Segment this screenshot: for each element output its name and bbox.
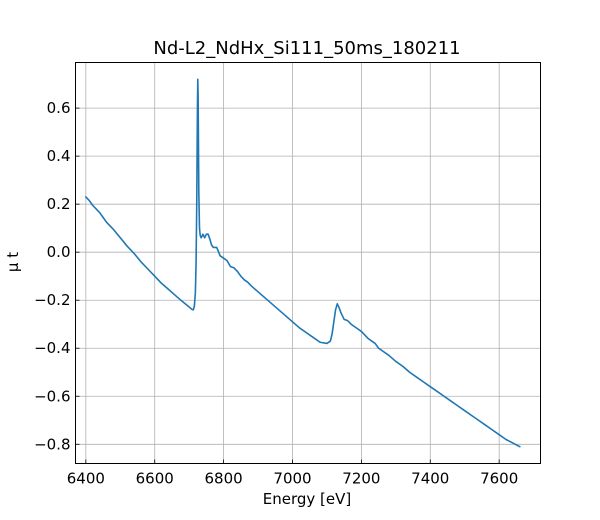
x-tick-label: 6400 [67, 470, 105, 488]
axis-ticks: 6400 6600 6800 7000 7200 7400 7600 −0.8 −0.6 −0.4… [34, 99, 518, 487]
y-tick-label: 0.0 [47, 243, 71, 261]
x-axis-title: Energy [eV] [263, 490, 351, 508]
y-tick-label: −0.2 [34, 291, 70, 309]
x-tick-label: 7200 [342, 470, 380, 488]
y-tick-label: 0.2 [47, 195, 71, 213]
y-tick-label: 0.6 [47, 99, 71, 117]
x-tick-label: 6800 [205, 470, 243, 488]
x-tick-label: 7000 [273, 470, 311, 488]
x-tick-label: 6600 [136, 470, 174, 488]
y-tick-label: −0.6 [34, 387, 70, 405]
x-tick-label: 7400 [411, 470, 449, 488]
y-axis-title: μ t [4, 252, 22, 272]
grid [75, 62, 541, 464]
series-layer [85, 78, 521, 448]
y-tick-label: −0.4 [34, 339, 70, 357]
plot-frame [75, 62, 541, 464]
y-tick-label: −0.8 [34, 435, 70, 453]
chart-title: Nd-L2_NdHx_Si111_50ms_180211 [153, 38, 460, 59]
x-tick-label: 7600 [480, 470, 518, 488]
series-line [85, 78, 521, 448]
y-tick-label: 0.4 [47, 147, 71, 165]
